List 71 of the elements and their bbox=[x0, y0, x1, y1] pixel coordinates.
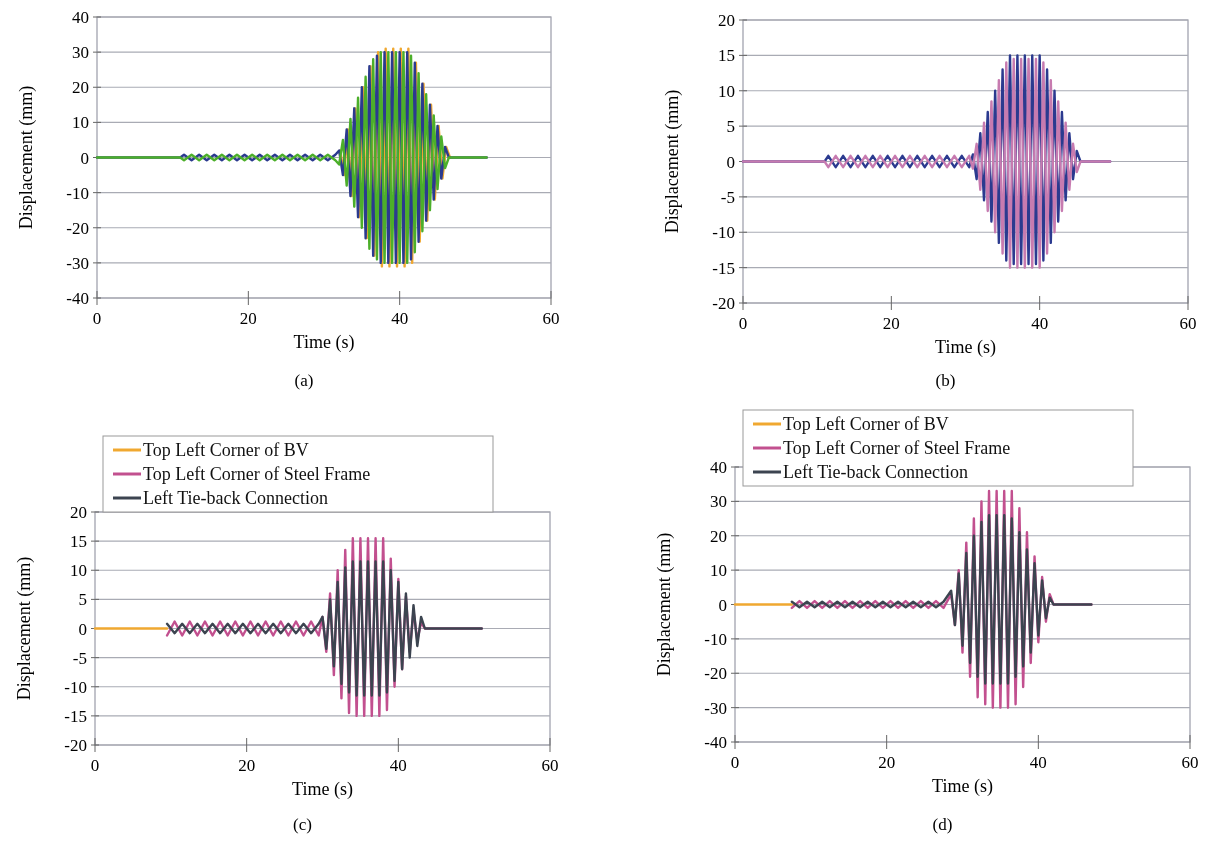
y-tick-label: -10 bbox=[64, 677, 87, 697]
y-tick-label: -20 bbox=[704, 664, 727, 684]
text: (b) bbox=[935, 371, 956, 390]
y-tick-label: -5 bbox=[720, 187, 735, 207]
y-tick-label: 20 bbox=[70, 503, 87, 522]
x-tick-label: 60 bbox=[1179, 314, 1197, 333]
x-tick-label: 0 bbox=[738, 314, 748, 333]
y-tick-label: -20 bbox=[64, 736, 87, 755]
y-tick-label: 15 bbox=[70, 532, 87, 552]
y-axis-title: Displacement (mm) bbox=[654, 532, 675, 677]
y-tick-label: 15 bbox=[718, 46, 735, 66]
x-axis-title: Time (s) bbox=[932, 776, 993, 797]
y-tick-label: 20 bbox=[72, 78, 89, 98]
text: (c) bbox=[293, 815, 312, 834]
y-tick-label: -40 bbox=[704, 733, 727, 752]
legend-label: Left Tie-back Connection bbox=[143, 488, 328, 508]
x-tick-label: 60 bbox=[1181, 753, 1199, 772]
x-tick-label: 20 bbox=[878, 753, 896, 772]
line-series bbox=[790, 513, 1093, 685]
line-series bbox=[165, 560, 483, 697]
x-tick-label: 60 bbox=[542, 309, 560, 328]
y-tick-label: -20 bbox=[66, 218, 89, 238]
x-tick-label: 0 bbox=[92, 309, 102, 328]
legend-label: Top Left Corner of BV bbox=[783, 414, 949, 434]
y-tick-label: 10 bbox=[710, 561, 727, 581]
y-axis-title: Displacement (mm) bbox=[14, 556, 35, 701]
legend-label: Top Left Corner of BV bbox=[143, 440, 309, 460]
y-tick-label: -30 bbox=[704, 698, 727, 718]
y-tick-label: 0 bbox=[78, 619, 87, 639]
x-tick-label: 60 bbox=[541, 756, 559, 775]
x-tick-label: 20 bbox=[882, 314, 900, 333]
y-tick-label: 30 bbox=[710, 492, 727, 512]
y-tick-label: -40 bbox=[66, 289, 89, 308]
y-tick-label: 20 bbox=[718, 11, 735, 30]
y-tick-label: 5 bbox=[78, 590, 87, 610]
line-series bbox=[95, 50, 488, 265]
y-tick-label: -10 bbox=[704, 629, 727, 649]
x-axis-title: Time (s) bbox=[293, 332, 355, 353]
y-tick-label: 0 bbox=[80, 148, 89, 168]
y-tick-label: -15 bbox=[64, 706, 87, 726]
y-tick-label: 10 bbox=[70, 561, 87, 581]
y-axis-title: Displacement (mm) bbox=[16, 85, 37, 230]
y-tick-label: -10 bbox=[712, 223, 735, 243]
y-tick-label: -5 bbox=[72, 648, 87, 668]
text: (d) bbox=[932, 815, 953, 834]
y-tick-label: 10 bbox=[718, 81, 735, 101]
y-tick-label: -20 bbox=[712, 294, 735, 313]
y-tick-label: 0 bbox=[718, 595, 727, 615]
y-tick-label: 40 bbox=[72, 8, 89, 27]
y-tick-label: 10 bbox=[72, 113, 89, 133]
x-tick-label: 20 bbox=[239, 309, 257, 328]
legend-label: Top Left Corner of Steel Frame bbox=[783, 438, 1011, 458]
x-tick-label: 40 bbox=[1029, 753, 1047, 772]
x-tick-label: 20 bbox=[238, 756, 256, 775]
y-tick-label: -10 bbox=[66, 183, 89, 203]
x-tick-label: 40 bbox=[391, 309, 409, 328]
x-axis-title: Time (s) bbox=[292, 779, 353, 800]
x-tick-label: 40 bbox=[1031, 314, 1049, 333]
y-tick-label: 20 bbox=[710, 526, 727, 546]
text: (a) bbox=[294, 371, 314, 390]
x-tick-label: 40 bbox=[389, 756, 407, 775]
y-tick-label: 0 bbox=[726, 152, 735, 172]
y-tick-label: -30 bbox=[66, 253, 89, 273]
y-tick-label: 40 bbox=[710, 458, 727, 477]
y-tick-label: -15 bbox=[712, 258, 735, 278]
legend-label: Left Tie-back Connection bbox=[783, 462, 968, 482]
x-axis-title: Time (s) bbox=[935, 337, 996, 358]
legend-label: Top Left Corner of Steel Frame bbox=[143, 464, 371, 484]
y-axis-title: Displacement (mm) bbox=[662, 89, 683, 234]
y-tick-label: 30 bbox=[72, 43, 89, 63]
y-tick-label: 5 bbox=[726, 117, 735, 137]
